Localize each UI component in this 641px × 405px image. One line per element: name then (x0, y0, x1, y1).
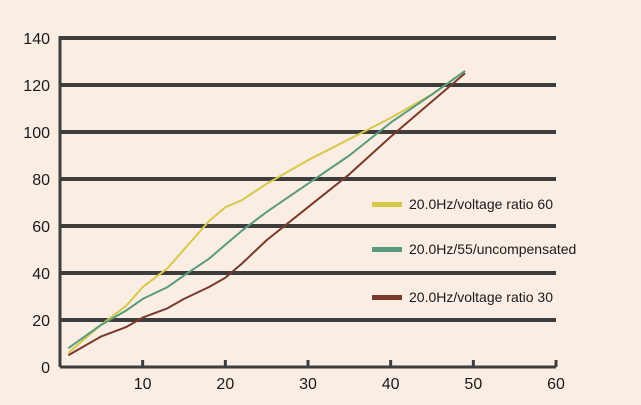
x-tick-label: 40 (382, 376, 400, 393)
series-line-1 (67, 70, 466, 354)
y-tick-label: 0 (41, 360, 50, 377)
legend-swatch-1 (372, 202, 402, 207)
gridlines (60, 36, 556, 322)
legend-label-1: 20.0Hz/voltage ratio 60 (409, 196, 553, 212)
y-tick-label: 40 (32, 266, 50, 283)
y-tick-label: 80 (32, 172, 50, 189)
series-line-2 (67, 70, 466, 350)
y-tick-label: 120 (23, 78, 50, 95)
x-tick-label: 60 (547, 376, 565, 393)
y-tick-label: 100 (23, 125, 50, 142)
legend-label-2: 20.0Hz/55/uncompensated (409, 241, 576, 257)
legend-swatch-3 (372, 295, 402, 300)
axes (58, 36, 558, 369)
legend: 20.0Hz/voltage ratio 60 20.0Hz/55/uncompe… (372, 196, 576, 305)
series-lines (67, 70, 466, 357)
x-tick-label: 50 (464, 376, 482, 393)
x-tick-label: 30 (299, 376, 317, 393)
y-tick-label: 140 (23, 31, 50, 48)
series-line-3 (67, 72, 466, 357)
x-tick-label: 20 (216, 376, 234, 393)
x-tick-label: 10 (134, 376, 152, 393)
tick-labels: 0 20 40 60 80 100 120 140 10 20 30 40 50 60 (23, 31, 565, 393)
y-tick-label: 60 (32, 219, 50, 236)
y-tick-label: 20 (32, 313, 50, 330)
legend-label-3: 20.0Hz/voltage ratio 30 (409, 289, 553, 305)
legend-swatch-2 (372, 247, 402, 252)
